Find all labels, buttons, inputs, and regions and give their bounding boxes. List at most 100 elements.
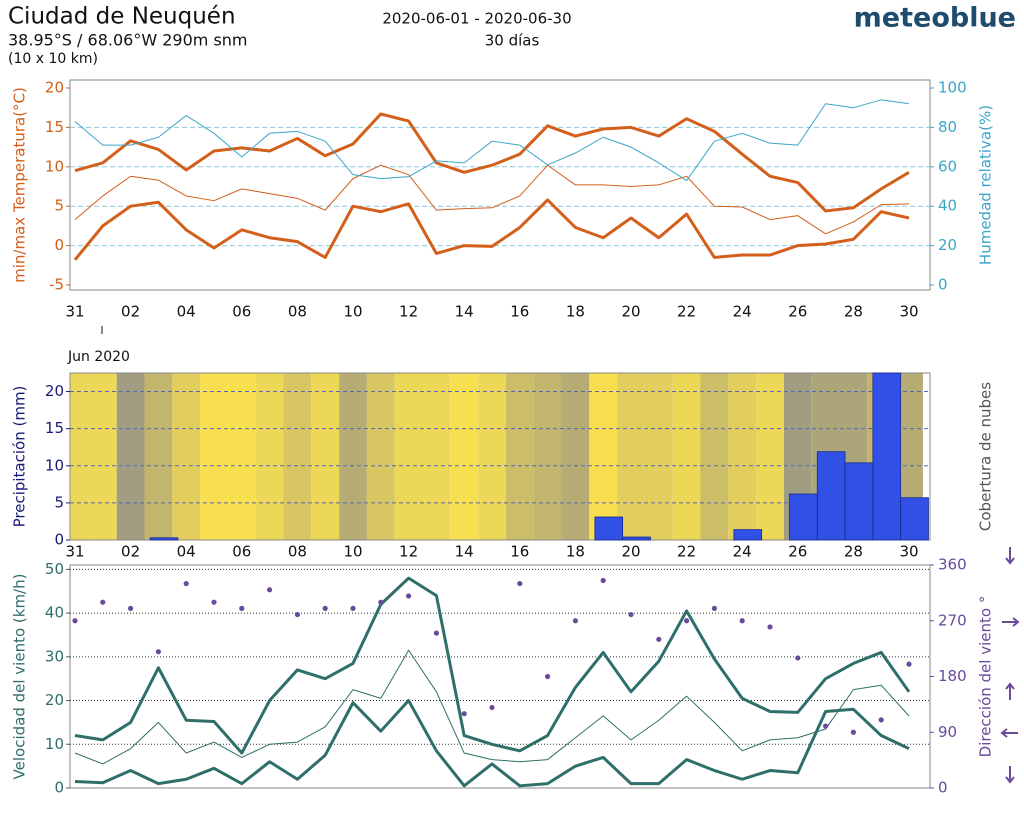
series-line bbox=[73, 198, 910, 261]
y-tick-label: 15 bbox=[45, 419, 64, 437]
direction-dot bbox=[100, 599, 106, 605]
x-tick-label: 10 bbox=[343, 303, 362, 321]
arrow-right bbox=[1002, 617, 1020, 627]
x-tick-label: 30 bbox=[899, 303, 918, 321]
coords: 38.95°S / 68.06°W 290m snm bbox=[8, 31, 248, 50]
y-axis-label: Velocidad del viento (km/h) bbox=[11, 574, 29, 780]
direction-dot bbox=[267, 587, 273, 593]
cloud-cover bbox=[505, 373, 534, 540]
x-tick-label: 16 bbox=[510, 543, 529, 561]
bar bbox=[622, 536, 651, 541]
direction-dot bbox=[211, 599, 217, 605]
plot-frame bbox=[69, 372, 931, 541]
direction-dot bbox=[600, 577, 606, 584]
y-tick-label: 10 bbox=[45, 456, 64, 474]
cloud-cover bbox=[589, 373, 618, 540]
y2-tick-label: 90 bbox=[938, 723, 957, 741]
y-tick-label: -5 bbox=[49, 276, 64, 294]
cloud-cover bbox=[394, 373, 423, 540]
x-tick-label: 16 bbox=[510, 303, 529, 321]
y2-axis-label: Dirección del viento ° bbox=[977, 596, 995, 758]
title: Ciudad de Neuquén bbox=[8, 4, 236, 30]
x-tick-label: 12 bbox=[399, 543, 418, 561]
cloud-cover bbox=[255, 373, 284, 540]
series-line bbox=[74, 164, 910, 235]
y-tick-label: 5 bbox=[54, 197, 64, 215]
cloud-cover bbox=[339, 373, 367, 540]
y-axis-label: Precipitación (mm) bbox=[11, 386, 29, 528]
bar bbox=[844, 462, 874, 541]
cloud-cover bbox=[311, 373, 340, 540]
cloud-cover bbox=[366, 373, 395, 540]
bar bbox=[789, 493, 818, 541]
x-tick-label: 14 bbox=[455, 543, 474, 561]
direction-dot bbox=[406, 593, 412, 599]
x-tick-label: 04 bbox=[177, 543, 196, 561]
series-line bbox=[74, 99, 910, 182]
x-tick-label: 10 bbox=[343, 543, 362, 561]
cloud-cover bbox=[644, 373, 673, 540]
x-tick-label: 08 bbox=[288, 303, 307, 321]
y-tick-label: 20 bbox=[45, 691, 64, 709]
x-tick-label: 22 bbox=[677, 543, 696, 561]
y-tick-label: 0 bbox=[54, 236, 64, 254]
x-tick-label: 26 bbox=[788, 303, 807, 321]
x-tick-label: 06 bbox=[232, 303, 251, 321]
direction-dot bbox=[128, 605, 134, 611]
brand: meteoblue bbox=[854, 3, 1016, 34]
direction-dot bbox=[545, 673, 551, 680]
x-tick-label: 24 bbox=[733, 303, 752, 321]
arrow-left bbox=[1000, 728, 1018, 738]
x-tick-label: 20 bbox=[621, 303, 640, 321]
cloud-cover bbox=[617, 373, 645, 540]
series-line bbox=[74, 699, 910, 788]
direction-dot bbox=[572, 618, 579, 624]
y2-tick-label: 100 bbox=[938, 79, 967, 97]
y2-tick-label: 60 bbox=[938, 157, 957, 175]
y-tick-label: 20 bbox=[45, 382, 64, 400]
y2-axis-label: Humedad relativa(%) bbox=[977, 105, 995, 265]
series-line bbox=[74, 112, 910, 213]
direction-dot bbox=[906, 661, 912, 667]
x-tick-label: 18 bbox=[566, 543, 585, 561]
x-tick-label: 02 bbox=[121, 543, 140, 561]
plot-frame bbox=[69, 564, 931, 789]
y2-tick-label: 80 bbox=[938, 118, 957, 136]
x-axis-label: Jun 2020 bbox=[67, 349, 130, 365]
x-tick-label: 31 bbox=[65, 303, 84, 321]
direction-dot bbox=[684, 618, 690, 624]
x-tick-label: 31 bbox=[65, 543, 84, 561]
direction-dot bbox=[767, 624, 773, 630]
cloud-cover bbox=[172, 373, 201, 540]
bar bbox=[594, 516, 624, 541]
arrow-down bbox=[1005, 547, 1015, 565]
period: 2020-06-01 - 2020-06-30 bbox=[382, 10, 571, 28]
cloud-cover bbox=[283, 373, 312, 540]
direction-dot bbox=[433, 630, 439, 636]
direction-dot bbox=[711, 605, 718, 611]
x-tick-label: 12 bbox=[399, 303, 418, 321]
y2-tick-label: 270 bbox=[938, 611, 967, 629]
bar bbox=[900, 497, 929, 541]
y2-tick-label: 0 bbox=[938, 276, 948, 294]
direction-dot bbox=[183, 580, 189, 587]
direction-dot bbox=[72, 618, 78, 624]
cloud-cover bbox=[422, 373, 451, 540]
arrow-down bbox=[1005, 766, 1015, 784]
y2-axis-label: Cobertura de nubes bbox=[977, 382, 995, 531]
y-tick-label: 40 bbox=[45, 604, 64, 622]
series-line bbox=[74, 576, 911, 755]
direction-dot bbox=[489, 704, 495, 711]
direction-dot bbox=[739, 618, 745, 624]
y-tick-label: 10 bbox=[45, 735, 64, 753]
cloud-cover bbox=[450, 373, 479, 540]
x-tick-label: 20 bbox=[621, 543, 640, 561]
y-tick-label: 0 bbox=[54, 779, 64, 797]
cloud-cover bbox=[70, 373, 89, 540]
direction-dot bbox=[795, 655, 801, 661]
x-tick-label: 04 bbox=[177, 303, 196, 321]
y2-tick-label: 40 bbox=[938, 197, 957, 215]
cloud-cover bbox=[672, 373, 701, 540]
direction-dot bbox=[239, 605, 245, 611]
cloud-cover bbox=[478, 373, 506, 540]
